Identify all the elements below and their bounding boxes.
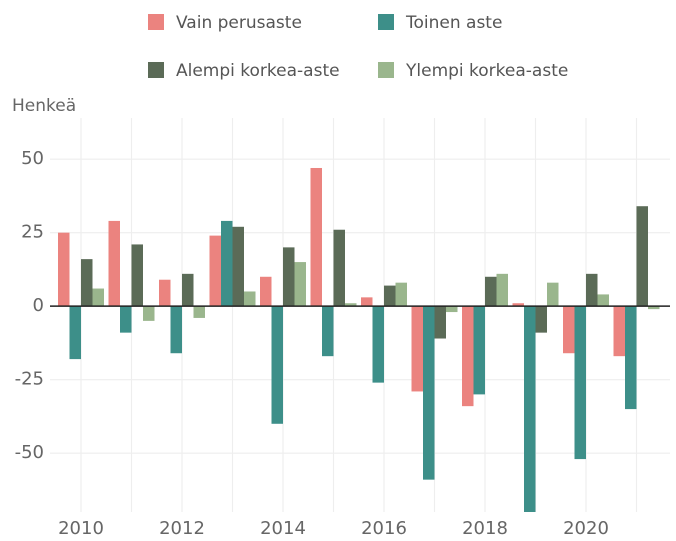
bar [193, 306, 205, 318]
bar [547, 282, 559, 307]
bar [462, 306, 474, 407]
bar [636, 206, 648, 307]
bar [232, 226, 244, 307]
bar [294, 262, 306, 307]
bar [58, 232, 70, 307]
legend-swatch [148, 14, 164, 30]
y-tick-label: 0 [33, 295, 44, 316]
x-tick-label: 2014 [260, 518, 306, 539]
legend-label: Ylempi korkea-aste [405, 61, 568, 81]
bar [69, 306, 81, 360]
bar [159, 279, 171, 307]
legend-swatch [148, 62, 164, 78]
bar [131, 244, 143, 307]
bar [120, 306, 132, 333]
bar [563, 306, 575, 354]
legend-swatch [378, 14, 394, 30]
x-tick-label: 2018 [462, 518, 508, 539]
bar [524, 306, 536, 512]
bar [473, 306, 485, 395]
bar [423, 306, 435, 480]
bar [143, 306, 155, 321]
bar [283, 247, 295, 307]
bar [512, 303, 524, 307]
bar [361, 297, 373, 307]
bar [613, 306, 625, 357]
bar [574, 306, 586, 460]
bar [395, 282, 407, 307]
bar [485, 276, 497, 307]
bar [586, 273, 598, 307]
bar [345, 303, 357, 307]
bar [384, 285, 396, 307]
legend-label: Toinen aste [405, 13, 502, 33]
bar [221, 220, 233, 307]
bar [648, 306, 660, 310]
bar [81, 259, 93, 307]
bar [244, 291, 256, 307]
bar [209, 235, 221, 307]
legend-swatch [378, 62, 394, 78]
x-tick-label: 2016 [361, 518, 407, 539]
legend-label: Alempi korkea-aste [176, 61, 340, 81]
x-tick-label: 2020 [563, 518, 609, 539]
bar [322, 306, 334, 357]
bar [372, 306, 384, 383]
bar [597, 294, 609, 307]
y-tick-label: 25 [21, 222, 44, 243]
y-tick-label: -25 [15, 369, 44, 390]
bar [625, 306, 637, 410]
bar [535, 306, 547, 333]
bar [260, 276, 272, 307]
legend-label: Vain perusaste [176, 13, 302, 33]
x-tick-label: 2012 [159, 518, 205, 539]
x-tick-label: 2010 [58, 518, 104, 539]
bar [108, 220, 120, 307]
y-axis-label: Henkeä [12, 96, 76, 116]
bar [92, 288, 104, 307]
bar [434, 306, 446, 339]
bar [310, 167, 322, 307]
y-tick-label: 50 [21, 148, 44, 169]
bar [170, 306, 182, 354]
bar [411, 306, 423, 392]
bar [446, 306, 458, 313]
bar [271, 306, 283, 424]
y-tick-label: -50 [15, 442, 44, 463]
bar [496, 273, 508, 307]
bar [333, 229, 345, 307]
bar [182, 273, 194, 307]
